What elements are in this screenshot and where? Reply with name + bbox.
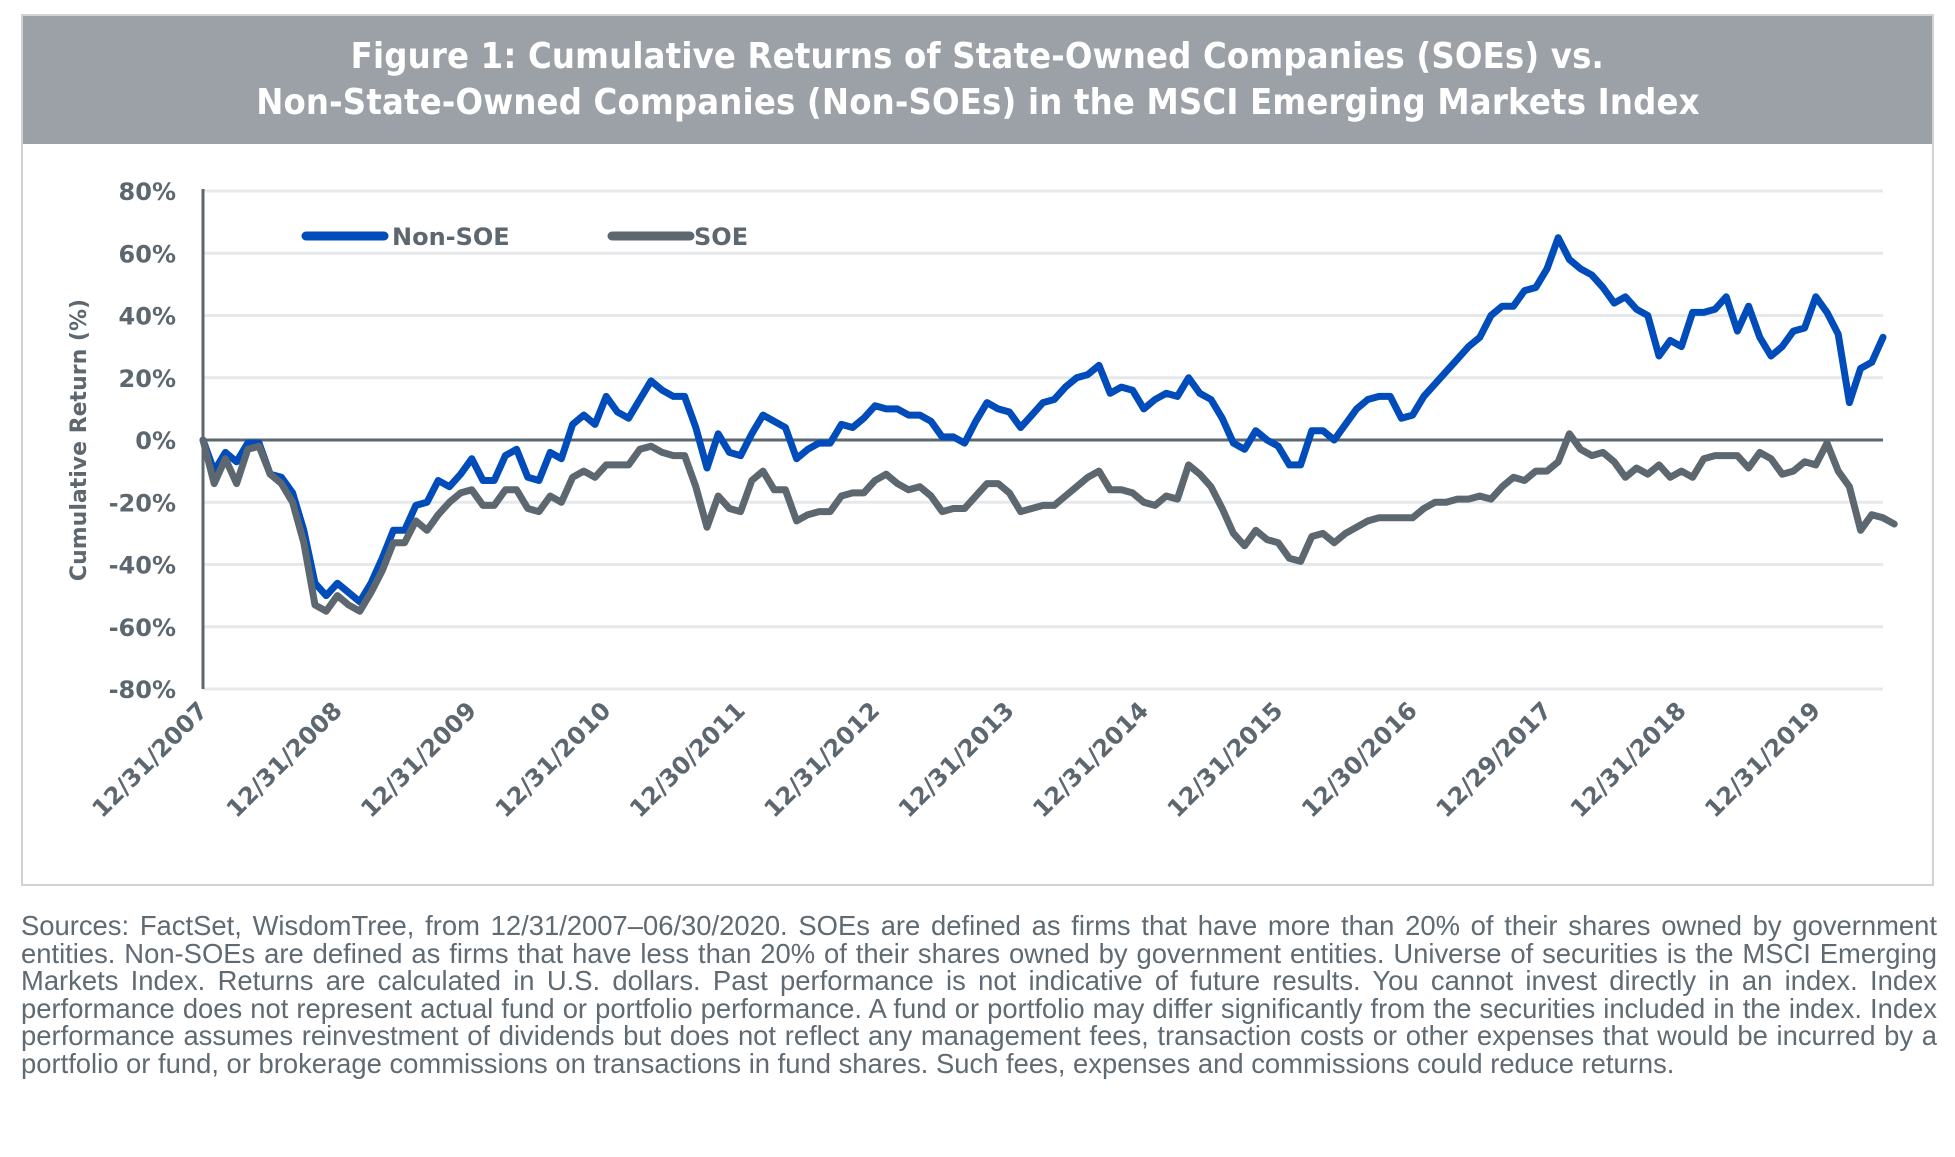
sources-footnote: Sources: FactSet, WisdomTree, from 12/31… — [21, 910, 1937, 1079]
figure-frame: Figure 1: Cumulative Returns of State-Ow… — [21, 14, 1934, 886]
series-line-soe — [199, 430, 1898, 615]
y-axis-label: Cumulative Return (%) — [67, 299, 92, 581]
axes — [201, 189, 1883, 689]
series-line-non-soe — [199, 234, 1887, 606]
x-tick-label: 12/31/2008 — [221, 696, 348, 823]
x-tick-label: 12/31/2014 — [1027, 696, 1154, 823]
x-tick-label: 12/29/2017 — [1431, 696, 1558, 823]
y-tick-labels: 80% 60% 40% 20% 0% -20% -40% -60% -80% — [109, 178, 176, 704]
line-chart: 80% 60% 40% 20% 0% -20% -40% -60% -80% 12/31/200… — [67, 178, 1898, 823]
y-tick-label: -80% — [109, 676, 176, 704]
y-tick-label: 40% — [119, 303, 176, 331]
legend: Non-SOE SOE — [301, 223, 748, 251]
y-tick-label: -20% — [109, 489, 176, 517]
x-tick-label: 12/31/2009 — [355, 696, 482, 823]
x-tick-label: 12/31/2018 — [1565, 696, 1692, 823]
x-tick-label: 12/30/2016 — [1296, 696, 1423, 823]
y-tick-label: -40% — [109, 552, 176, 580]
legend-label-soe: SOE — [694, 223, 748, 251]
x-tick-label: 12/30/2011 — [624, 696, 751, 823]
chart-title-line-1: Figure 1: Cumulative Returns of State-Ow… — [350, 36, 1605, 77]
x-tick-label: 12/31/2010 — [490, 696, 617, 823]
title-band: Figure 1: Cumulative Returns of State-Ow… — [23, 16, 1932, 144]
y-tick-label: 0% — [135, 427, 176, 455]
y-tick-label: 80% — [119, 178, 176, 206]
legend-label-non-soe: Non-SOE — [392, 223, 510, 251]
x-tick-label: 12/31/2019 — [1699, 696, 1826, 823]
y-tick-label: -60% — [109, 614, 176, 642]
x-tick-label: 12/31/2013 — [893, 696, 1020, 823]
x-tick-label: 12/31/2015 — [1162, 696, 1289, 823]
y-tick-label: 60% — [119, 240, 176, 268]
x-tick-label: 12/31/2012 — [759, 696, 886, 823]
y-tick-label: 20% — [119, 365, 176, 393]
x-tick-label: 12/31/2007 — [87, 696, 214, 823]
series — [199, 234, 1898, 615]
chart-title-line-2: Non-State-Owned Companies (Non-SOEs) in … — [255, 82, 1700, 123]
x-tick-labels: 12/31/2007 12/31/2008 12/31/2009 12/31/2010… — [87, 696, 1826, 823]
